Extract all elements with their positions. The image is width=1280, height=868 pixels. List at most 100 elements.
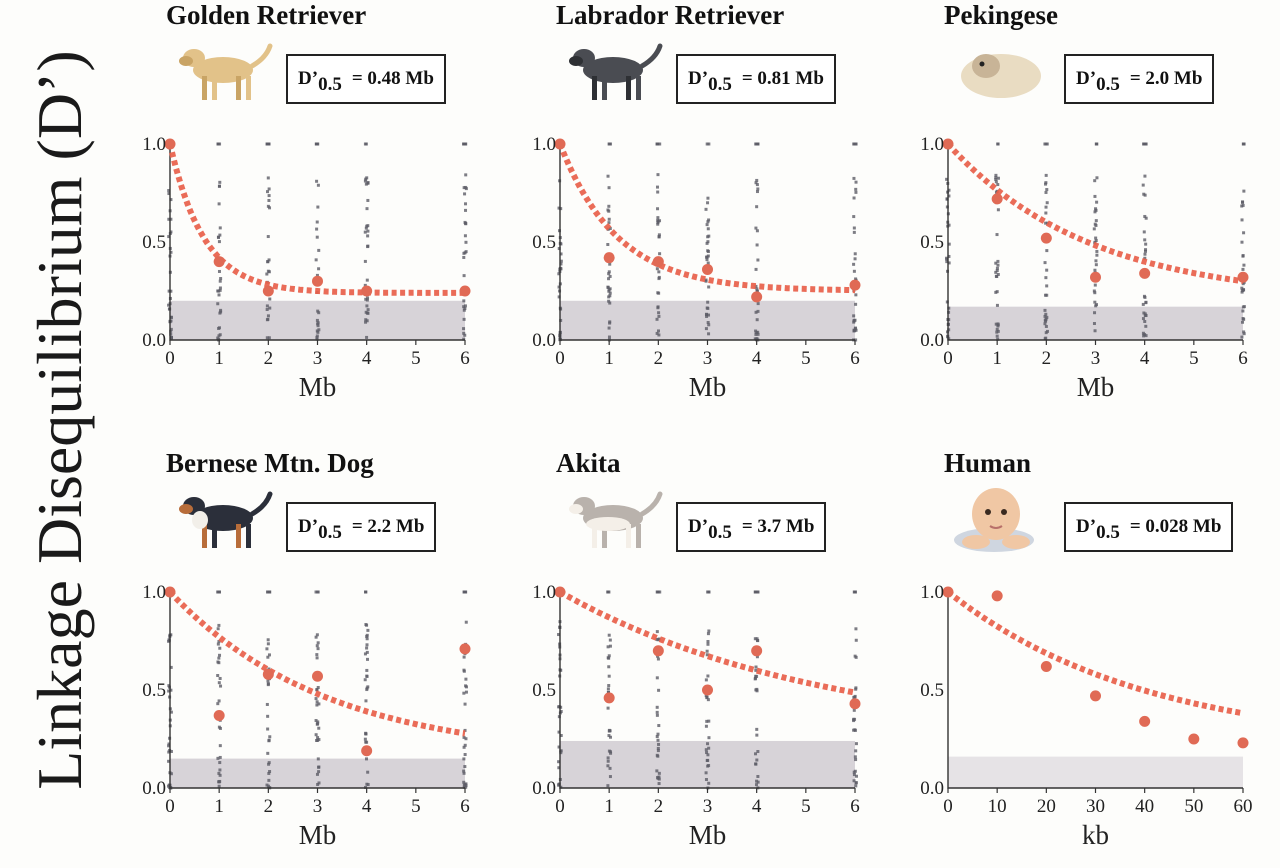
- pairwise-point: [218, 768, 222, 772]
- pairwise-point: [657, 333, 661, 337]
- observed-mean-point: [459, 643, 471, 655]
- pairwise-point: [267, 187, 271, 191]
- pairwise-point: [315, 653, 319, 657]
- pairwise-point: [994, 177, 998, 181]
- pairwise-point: [606, 690, 610, 694]
- pairwise-point: [317, 738, 321, 742]
- pairwise-point: [706, 220, 710, 224]
- observed-mean-point: [262, 285, 274, 297]
- x-tick-label: 60: [1234, 796, 1253, 817]
- pairwise-point: [655, 331, 659, 335]
- pairwise-point: [1144, 248, 1148, 252]
- pairwise-point: [656, 221, 660, 225]
- pairwise-point: [754, 332, 758, 336]
- pairwise-point: [995, 275, 999, 279]
- pairwise-point: [365, 176, 369, 180]
- pairwise-point: [216, 702, 220, 706]
- observed-mean-point: [1237, 737, 1249, 749]
- pairwise-point: [267, 739, 271, 743]
- fitted-decay-curve: [167, 589, 466, 737]
- scatter-plot: 0.0 0.5 1.0 0 1 2 3 4 5 6 Mb: [142, 134, 471, 402]
- pairwise-point: [705, 241, 709, 245]
- pairwise-point: [854, 338, 858, 342]
- x-tick-label: 3: [703, 796, 713, 817]
- pairwise-point: [462, 337, 466, 341]
- fitted-decay-curve: [945, 141, 1244, 285]
- pairwise-point: [705, 649, 709, 653]
- pairwise-point: [704, 678, 708, 682]
- pairwise-point: [995, 327, 999, 331]
- observed-mean-point: [262, 668, 274, 680]
- pairwise-point: [167, 639, 171, 643]
- pairwise-point: [608, 638, 612, 642]
- pairwise-point: [314, 635, 318, 639]
- x-tick-label: 4: [1140, 348, 1150, 369]
- pairwise-point: [854, 293, 858, 297]
- pairwise-point: [657, 742, 661, 746]
- pairwise-point: [1143, 312, 1147, 316]
- pairwise-point: [994, 322, 998, 326]
- pairwise-point: [852, 142, 856, 146]
- pairwise-point: [705, 695, 709, 699]
- pairwise-point: [366, 296, 370, 300]
- pairwise-point: [218, 333, 222, 337]
- pairwise-point: [607, 221, 611, 225]
- pairwise-point: [755, 243, 759, 247]
- pairwise-point: [1093, 210, 1097, 214]
- pairwise-point: [462, 255, 466, 259]
- pairwise-point: [218, 233, 222, 237]
- pairwise-point: [1143, 214, 1147, 218]
- x-tick-label: 0: [943, 348, 953, 369]
- pairwise-point: [655, 769, 659, 773]
- pairwise-point: [854, 627, 858, 631]
- pairwise-point: [464, 620, 468, 624]
- pairwise-point: [852, 728, 856, 732]
- scatter-plot: 0.0 0.5 1.0 0 1 2 3 4 5 6 Mb: [532, 134, 861, 402]
- observed-mean-point: [603, 692, 615, 704]
- pairwise-point: [607, 277, 611, 281]
- pairwise-point: [266, 190, 270, 194]
- pairwise-point: [705, 314, 709, 318]
- pairwise-point: [317, 770, 321, 774]
- stat-subscript: 0.5: [318, 522, 342, 543]
- pairwise-point: [216, 590, 220, 594]
- pairwise-point: [559, 751, 563, 755]
- observed-mean-point: [942, 586, 954, 598]
- pairwise-point: [608, 227, 612, 231]
- pairwise-point: [1241, 288, 1245, 292]
- y-tick-label: 0.5: [532, 680, 556, 701]
- pairwise-point: [1093, 222, 1097, 226]
- pairwise-point: [756, 258, 760, 262]
- pairwise-point: [853, 695, 857, 699]
- pairwise-point: [315, 227, 319, 231]
- y-tick-label: 1.0: [142, 582, 166, 603]
- x-tick-label: 2: [654, 348, 664, 369]
- observed-mean-point: [459, 285, 471, 297]
- pairwise-point: [1044, 142, 1048, 146]
- pairwise-point: [606, 764, 610, 768]
- pairwise-point: [852, 226, 856, 230]
- pairwise-point: [608, 287, 612, 291]
- pairwise-point: [756, 309, 760, 313]
- pairwise-point: [266, 314, 270, 318]
- pairwise-point: [1241, 309, 1245, 313]
- pairwise-point: [1241, 305, 1245, 309]
- pairwise-point: [607, 684, 611, 688]
- x-tick-label: 1: [214, 348, 224, 369]
- pairwise-point: [1093, 329, 1097, 333]
- stat-prefix: D’: [298, 516, 319, 537]
- pairwise-point: [606, 784, 610, 788]
- stat-value: = 2.0 Mb: [1129, 68, 1203, 89]
- pairwise-point: [657, 782, 661, 786]
- pairwise-point: [464, 208, 468, 212]
- pairwise-point: [268, 297, 272, 301]
- pairwise-point: [268, 735, 272, 739]
- pairwise-point: [606, 756, 610, 760]
- pairwise-point: [947, 188, 951, 192]
- pairwise-point: [464, 187, 468, 191]
- pairwise-point: [366, 308, 370, 312]
- pairwise-point: [268, 590, 272, 594]
- fitted-decay-curve: [946, 589, 1244, 717]
- pairwise-point: [169, 230, 173, 234]
- pairwise-point: [219, 310, 223, 314]
